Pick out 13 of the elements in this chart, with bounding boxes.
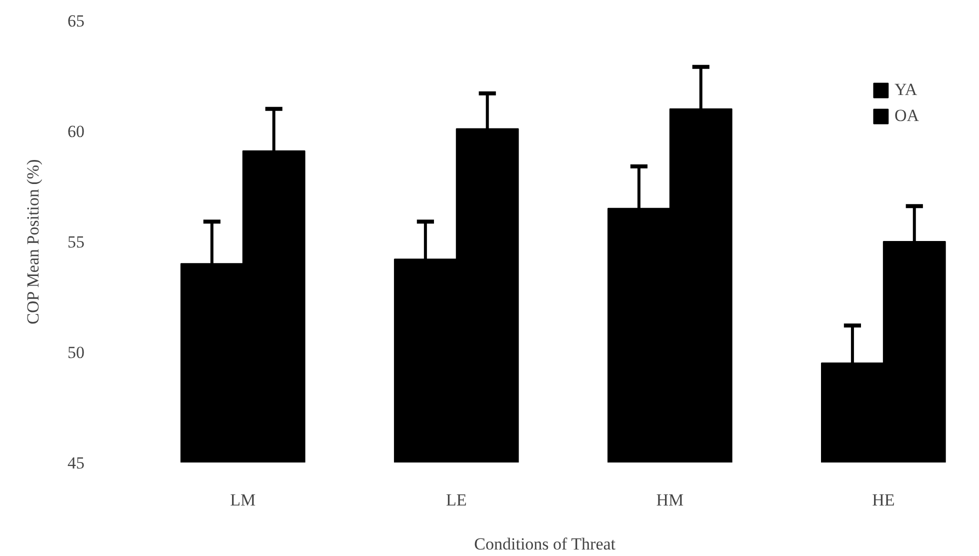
legend-label: YA bbox=[894, 80, 918, 100]
x-tick-label: LE bbox=[446, 490, 467, 510]
y-tick-label: 55 bbox=[68, 232, 84, 252]
y-axis-title: COP Mean Position (%) bbox=[24, 159, 42, 324]
y-tick-label: 45 bbox=[68, 454, 84, 472]
x-tick-label: LM bbox=[230, 490, 256, 510]
legend-label: OA bbox=[894, 106, 919, 126]
y-tick-label: 60 bbox=[68, 122, 84, 141]
y-tick-label: 65 bbox=[68, 12, 84, 30]
x-tick-label: HE bbox=[872, 490, 895, 510]
x-axis-title: Conditions of Threat bbox=[474, 534, 616, 554]
y-tick-label: 50 bbox=[68, 343, 84, 362]
x-tick-label: HM bbox=[656, 490, 684, 510]
